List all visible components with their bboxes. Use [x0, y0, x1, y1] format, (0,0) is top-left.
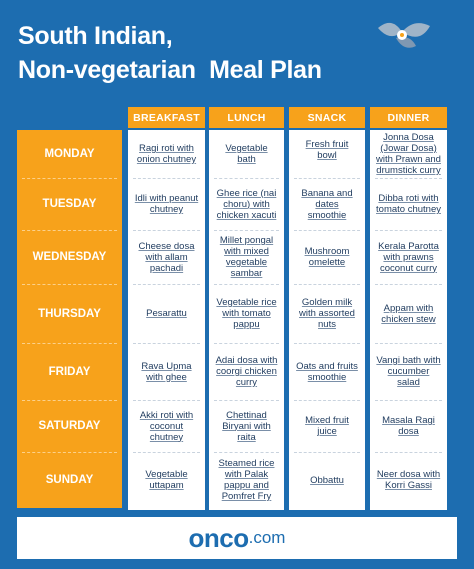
leaf-icon	[378, 22, 430, 48]
title-line: Non-vegetarian Meal Plan	[18, 56, 322, 84]
row-separator	[214, 230, 279, 231]
meal-cell: Kerala Parotta with prawns coconut curry	[378, 240, 439, 274]
meal-cell: Akki roti with coconut chutney	[139, 409, 194, 443]
row-separator	[133, 400, 200, 401]
meal-cell: Golden milk with assorted nuts	[299, 297, 355, 330]
meal-cell: Vegetable uttapam	[145, 469, 188, 491]
meal-cell: Obbattu	[310, 474, 344, 486]
row-separator	[375, 343, 442, 344]
column-background	[289, 130, 365, 510]
day-separator	[22, 343, 117, 344]
row-separator	[375, 230, 442, 231]
column-background	[128, 130, 205, 510]
meal-cell: Vegetable bath	[225, 143, 268, 165]
row-separator	[214, 452, 279, 453]
meal-cell: Pesarattu	[146, 308, 187, 319]
meal-cell: Cheese dosa with allam pachadi	[138, 240, 195, 274]
day-separator	[22, 452, 117, 453]
row-separator	[375, 400, 442, 401]
day-separator	[22, 178, 117, 179]
title-line: South Indian,	[18, 22, 173, 50]
logo: onco	[188, 522, 250, 553]
meal-cell: Vegetable rice with tomato pappu	[216, 297, 277, 330]
column-background	[370, 130, 447, 510]
row-separator	[294, 230, 360, 231]
row-separator	[294, 284, 360, 285]
meal-cell: Vangi bath with cucumber salad	[376, 355, 441, 388]
row-separator	[133, 284, 200, 285]
row-separator	[294, 452, 360, 453]
day-label: TUESDAY	[42, 198, 97, 210]
meal-cell: Idli with peanut chutney	[134, 193, 199, 215]
meal-cell: Mushroom omelette	[304, 246, 350, 268]
row-separator	[375, 178, 442, 179]
row-separator	[375, 284, 442, 285]
column-header: SNACK	[289, 107, 365, 128]
meal-cell: Oats and fruits smoothie	[296, 360, 358, 383]
meal-cell: Ghee rice (nai choru) with chicken xacut…	[216, 187, 277, 221]
row-separator	[133, 178, 200, 179]
row-separator	[133, 343, 200, 344]
meal-cell: Mixed fruit juice	[305, 415, 349, 437]
meal-cell: Appam with chicken stew	[381, 302, 436, 325]
day-separator	[22, 230, 117, 231]
meal-cell: Rava Upma with ghee	[141, 360, 192, 383]
day-column	[17, 130, 122, 508]
meal-cell: Jonna Dosa (Jowar Dosa) with Prawn and d…	[376, 132, 441, 176]
row-separator	[133, 230, 200, 231]
meal-cell: Fresh fruit bowl	[305, 139, 349, 161]
day-label: MONDAY	[44, 148, 95, 160]
row-separator	[294, 343, 360, 344]
day-label: FRIDAY	[48, 365, 91, 378]
meal-cell: Neer dosa with Korri Gassi	[376, 469, 441, 491]
column-header: BREAKFAST	[128, 107, 205, 128]
day-label: SUNDAY	[45, 474, 94, 486]
row-separator	[133, 452, 200, 453]
meal-cell: Masala Ragi dosa	[382, 415, 435, 437]
logo-domain: .com	[248, 528, 286, 547]
row-separator	[214, 284, 279, 285]
footer: onco .com	[17, 517, 457, 559]
day-separator	[22, 400, 117, 401]
day-separator	[22, 284, 117, 285]
day-label: THURSDAY	[38, 307, 101, 320]
column-header: DINNER	[370, 107, 447, 128]
meal-cell: Ragi roti with onion chutney	[136, 143, 197, 165]
row-separator	[294, 400, 360, 401]
meal-cell: Millet pongal with mixed vegetable samba…	[219, 235, 274, 279]
column-background	[209, 130, 284, 510]
meal-cell: Adai dosa with coorgi chicken curry	[215, 355, 278, 388]
row-separator	[214, 400, 279, 401]
meal-cell: Steamed rice with Palak pappu and Pomfre…	[218, 458, 275, 502]
day-label: SATURDAY	[38, 420, 101, 432]
meal-cell: Dibba roti with tomato chutney	[376, 193, 441, 215]
day-label: WEDNESDAY	[32, 251, 107, 263]
column-header: LUNCH	[209, 107, 284, 128]
row-separator	[214, 343, 279, 344]
row-separator	[375, 452, 442, 453]
meal-cell: Chettinad Biryani with raita	[222, 409, 271, 443]
meal-cell: Banana and dates smoothie	[301, 187, 353, 221]
row-separator	[294, 178, 360, 179]
row-separator	[214, 178, 279, 179]
